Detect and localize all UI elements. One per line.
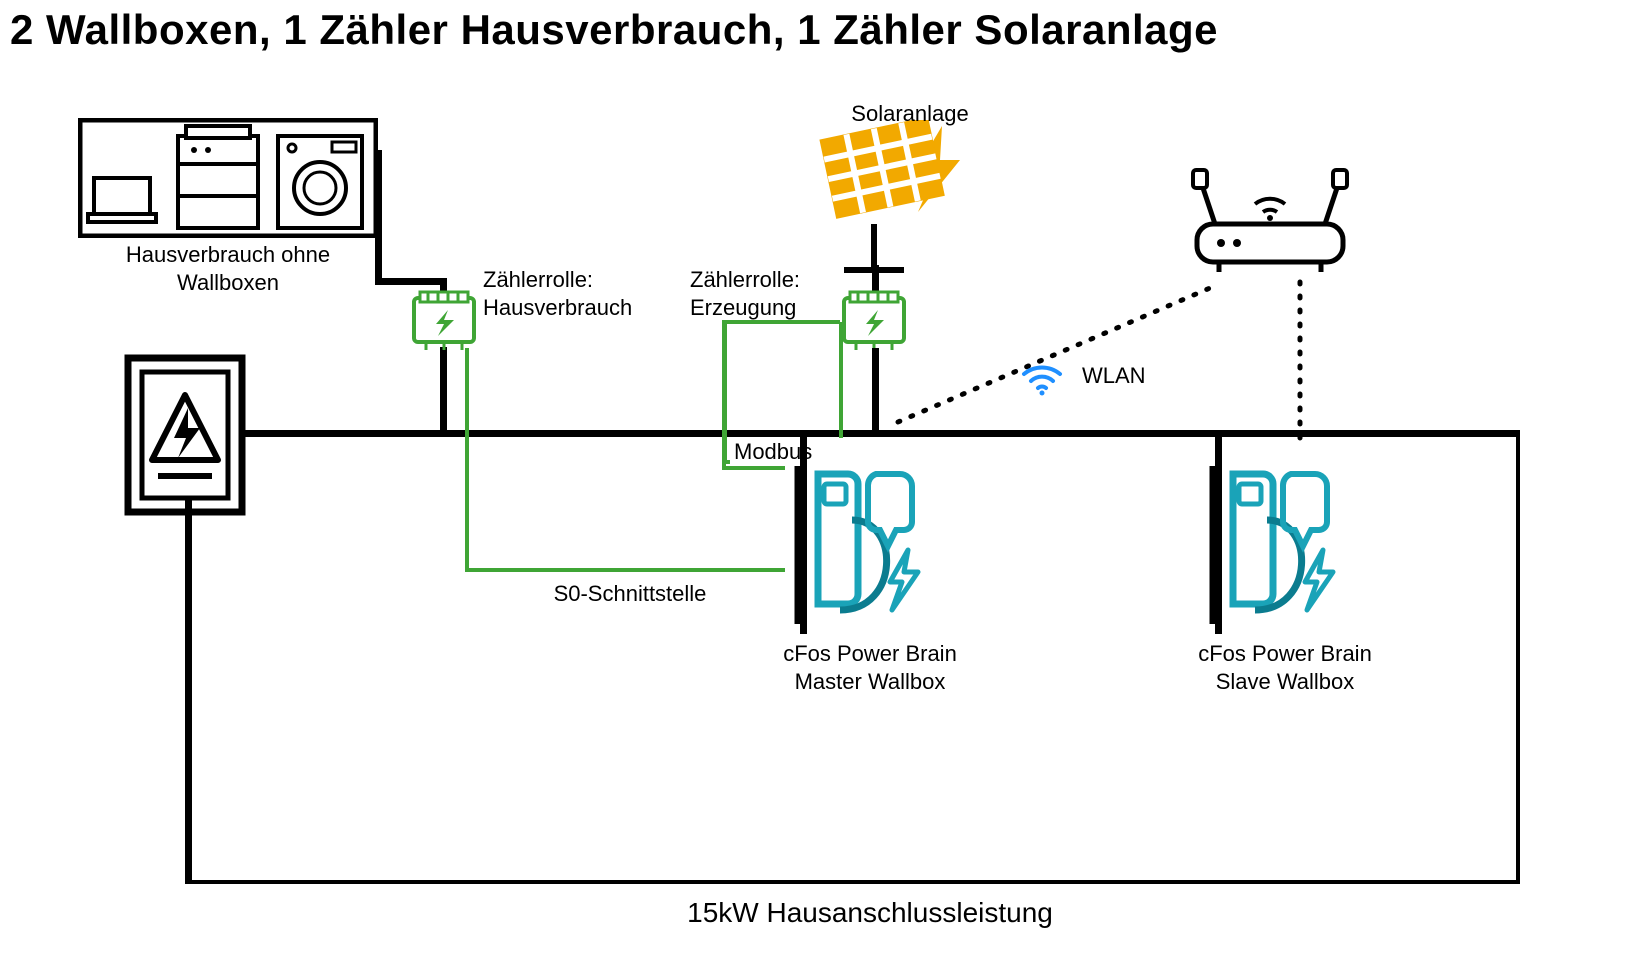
wlan-dotted-diagonal bbox=[890, 280, 1220, 435]
s0-h bbox=[465, 568, 785, 572]
house-consumption-label: Hausverbrauch ohne Wallboxen bbox=[88, 241, 368, 296]
wifi-icon bbox=[1020, 360, 1064, 401]
meter-gen-role-label: Zählerrolle: Erzeugung bbox=[690, 266, 840, 321]
appliances-icon bbox=[78, 118, 378, 243]
wallbox-slave-label: cFos Power Brain Slave Wallbox bbox=[1155, 640, 1415, 695]
appliances-tap-lower bbox=[440, 347, 447, 433]
distribution-box-icon bbox=[120, 350, 250, 525]
box-down-tap bbox=[185, 500, 192, 882]
s0-v1 bbox=[465, 348, 469, 570]
frame-right bbox=[1516, 436, 1520, 884]
solar-label: Solaranlage bbox=[820, 100, 1000, 128]
diagram-title: 2 Wallboxen, 1 Zähler Hausverbrauch, 1 Z… bbox=[10, 6, 1218, 54]
router-icon bbox=[1185, 168, 1355, 283]
wlan-label: WLAN bbox=[1082, 362, 1182, 390]
frame-bottom bbox=[185, 880, 1520, 884]
appliances-tap-jog bbox=[375, 278, 444, 285]
main-power-label: 15kW Hausanschlussleistung bbox=[420, 895, 1320, 930]
wallbox-slave-icon bbox=[1205, 460, 1355, 635]
diagram-canvas: 2 Wallboxen, 1 Zähler Hausverbrauch, 1 Z… bbox=[0, 0, 1638, 980]
meter-house-icon bbox=[408, 288, 480, 355]
wallbox-master-label: cFos Power Brain Master Wallbox bbox=[740, 640, 1000, 695]
appliances-tap bbox=[375, 150, 382, 280]
wallbox-master-icon bbox=[790, 460, 940, 635]
meter-house-role-label: Zählerrolle: Hausverbrauch bbox=[483, 266, 683, 321]
wlan-dotted-vertical bbox=[1290, 278, 1310, 453]
s0-label: S0-Schnittstelle bbox=[510, 580, 750, 608]
